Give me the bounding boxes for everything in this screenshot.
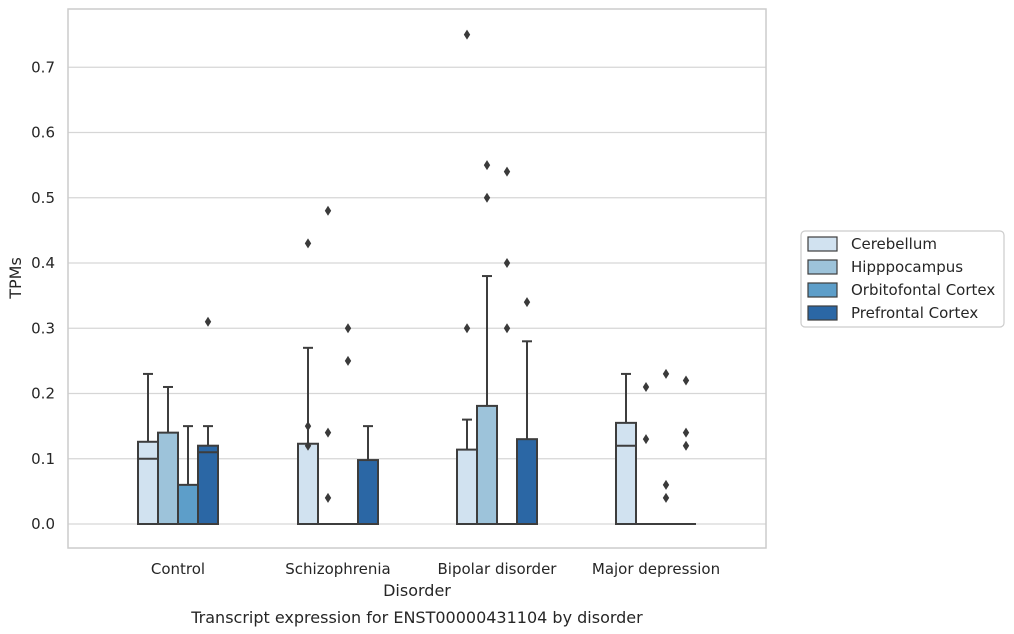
box-1-0: [157, 385, 179, 525]
outlier-point: [344, 355, 352, 366]
outlier-point: [324, 205, 332, 216]
outlier-point: [523, 297, 531, 308]
box-body: [297, 442, 319, 525]
outlier-point: [344, 323, 352, 334]
legend-swatch-1: [807, 259, 838, 275]
box-group: [137, 29, 696, 526]
y-tick-labels: 0.0 0.1 0.2 0.3 0.4 0.5 0.6 0.7: [31, 58, 55, 533]
x-tick-labels: Control Schizophrenia Bipolar disorder Majo…: [151, 560, 720, 578]
outlier-point: [682, 375, 690, 386]
y-tick-label-5: 0.5: [31, 189, 55, 207]
outlier-point: [463, 29, 471, 40]
legend-swatch-0: [807, 236, 838, 252]
x-tick-label-3: Major depression: [592, 560, 720, 578]
outlier-point: [682, 427, 690, 438]
box-body: [516, 438, 538, 525]
outlier-point: [463, 323, 471, 334]
outlier-point: [662, 492, 670, 503]
y-tick-label-2: 0.2: [31, 385, 55, 403]
outlier-point: [483, 192, 491, 203]
outlier-point: [304, 238, 312, 249]
box-body: [197, 444, 219, 526]
x-axis-label: Disorder: [383, 581, 451, 600]
outlier-point: [662, 479, 670, 490]
box-1-3: [636, 381, 656, 525]
box-body: [157, 431, 179, 525]
x-tick-label-2: Bipolar disorder: [438, 560, 558, 578]
legend-label-1: Hipppocampus: [851, 258, 963, 276]
outlier-point: [483, 160, 491, 171]
outlier-point: [304, 440, 312, 451]
y-tick-label-0: 0.0: [31, 515, 55, 533]
outlier-point: [304, 421, 312, 432]
x-tick-label-1: Schizophrenia: [285, 560, 390, 578]
y-axis-label: TPMs: [6, 257, 25, 300]
box-body: [615, 421, 637, 525]
box-body: [357, 459, 379, 525]
box-3-3: [676, 375, 696, 525]
outlier-point: [204, 316, 212, 327]
legend-label-0: Cerebellum: [851, 235, 937, 253]
box-body: [137, 440, 159, 525]
box-3-2: [516, 297, 538, 525]
box-body: [456, 448, 478, 525]
outlier-point: [503, 166, 511, 177]
box-2-1: [338, 323, 358, 525]
box-body: [177, 483, 199, 526]
box-0-1: [297, 238, 319, 525]
box-2-2: [497, 166, 517, 525]
legend-swatch-2: [807, 282, 838, 298]
legend-label-2: Orbitofontal Cortex: [851, 281, 995, 299]
outlier-point: [682, 440, 690, 451]
outlier-point: [503, 323, 511, 334]
legend-swatch-3: [807, 305, 838, 321]
chart-caption: Transcript expression for ENST0000043110…: [190, 608, 643, 627]
legend: Cerebellum Hipppocampus Orbitofontal Corte…: [800, 230, 1005, 328]
box-0-3: [615, 372, 637, 525]
y-tick-label-4: 0.4: [31, 254, 55, 272]
outlier-point: [324, 427, 332, 438]
box-1-2: [476, 160, 498, 525]
outlier-point: [642, 434, 650, 445]
outlier-point: [324, 492, 332, 503]
box-0-0: [137, 372, 159, 525]
box-2-3: [656, 368, 676, 525]
box-body: [476, 404, 498, 525]
x-tick-label-0: Control: [151, 560, 205, 578]
outlier-point: [642, 381, 650, 392]
legend-label-3: Prefrontal Cortex: [851, 304, 978, 322]
outlier-point: [503, 258, 511, 268]
y-tick-label-7: 0.7: [31, 58, 55, 76]
box-3-0: [197, 316, 219, 526]
box-3-1: [357, 425, 379, 525]
outlier-point: [662, 368, 670, 379]
y-tick-label-3: 0.3: [31, 319, 55, 337]
plot-frame: [67, 8, 767, 549]
legend-frame: [800, 230, 1005, 328]
y-tick-label-1: 0.1: [31, 450, 55, 468]
y-tick-label-6: 0.6: [31, 124, 55, 142]
box-1-1: [318, 205, 338, 525]
